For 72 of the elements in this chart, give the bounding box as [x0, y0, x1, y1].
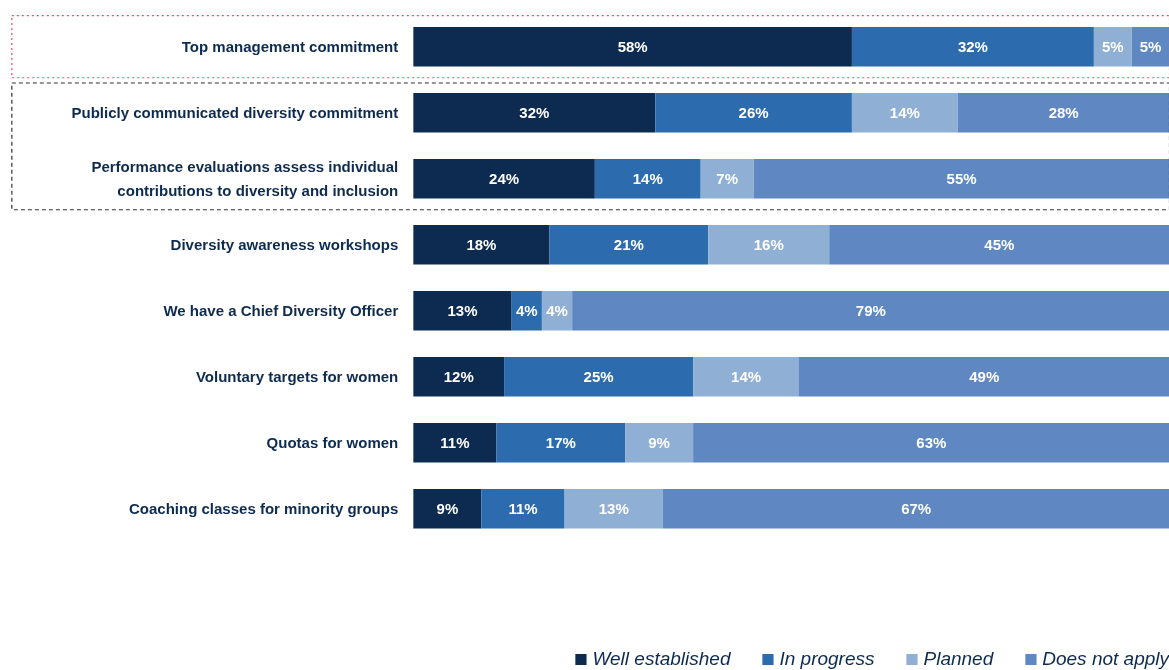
bar: [413, 158, 595, 199]
y-tick-label: Publicly communicated diversity commitment: [71, 104, 399, 122]
bar: [572, 290, 1169, 331]
data-label: 58%: [617, 38, 648, 56]
legend-label: In progress: [779, 648, 875, 670]
y-tick-label: Quotas for women: [266, 434, 399, 452]
bar: [481, 488, 565, 529]
bar: [413, 290, 512, 331]
data-label: 13%: [598, 500, 629, 518]
bar: [708, 224, 830, 265]
data-label: 28%: [1048, 104, 1079, 122]
data-label: 55%: [946, 170, 977, 188]
legend-label: Planned: [923, 648, 994, 670]
data-label: 63%: [916, 434, 947, 452]
data-label: 25%: [583, 368, 614, 386]
data-label: 21%: [613, 236, 644, 254]
data-label: 5%: [1139, 38, 1162, 56]
bar: [829, 224, 1169, 265]
bar: [851, 92, 958, 133]
data-label: 26%: [738, 104, 769, 122]
bar: [798, 356, 1169, 397]
bar: [693, 356, 799, 397]
data-label: 14%: [889, 104, 920, 122]
bar: [594, 158, 701, 199]
bar: [1093, 26, 1132, 67]
data-label: 14%: [632, 170, 663, 188]
bar: [413, 422, 497, 463]
data-label: 4%: [546, 302, 568, 320]
bar: [413, 92, 656, 133]
data-label: 32%: [957, 38, 988, 56]
bar: [693, 422, 1169, 463]
bar: [700, 158, 754, 199]
y-tick-label: Coaching classes for minority groups: [129, 500, 399, 518]
data-label: 24%: [489, 170, 520, 188]
y-tick-label: Voluntary targets for women: [195, 368, 399, 386]
bar: [549, 224, 709, 265]
data-label: 7%: [716, 170, 738, 188]
bar: [851, 26, 1094, 67]
bar: [496, 422, 626, 463]
y-tick-label: Diversity awareness workshops: [170, 236, 399, 254]
data-label: 11%: [440, 434, 470, 452]
data-label: 14%: [731, 368, 762, 386]
bar: [625, 422, 694, 463]
bar: [413, 356, 505, 397]
y-tick-label: Top management commitment: [181, 38, 399, 56]
bar: [753, 158, 1169, 199]
data-label: 16%: [753, 236, 784, 254]
data-label: 12%: [443, 368, 474, 386]
data-label: 9%: [436, 500, 459, 518]
bar: [413, 488, 482, 529]
bar: [564, 488, 663, 529]
data-label: 18%: [466, 236, 497, 254]
data-label: 49%: [969, 368, 1000, 386]
data-label: 32%: [519, 104, 550, 122]
data-label: 5%: [1101, 38, 1124, 56]
data-label: 17%: [545, 434, 576, 452]
bar: [413, 26, 852, 67]
data-label: 11%: [508, 500, 538, 518]
data-label: 9%: [648, 434, 670, 452]
bar: [662, 488, 1169, 529]
y-tick-label: We have a Chief Diversity Officer: [163, 302, 399, 320]
data-label: 79%: [855, 302, 886, 320]
bar: [413, 224, 550, 265]
bar: [957, 92, 1169, 133]
y-tick-label: Performance evaluations assess individual contributions to diversity and inclusion: [91, 158, 399, 200]
data-label: 45%: [984, 236, 1015, 254]
bar: [655, 92, 852, 133]
data-label: 13%: [447, 302, 478, 320]
legend-label: Well established: [592, 648, 731, 670]
data-label: 67%: [901, 500, 932, 518]
bar: [504, 356, 694, 397]
data-label: 4%: [515, 302, 538, 320]
